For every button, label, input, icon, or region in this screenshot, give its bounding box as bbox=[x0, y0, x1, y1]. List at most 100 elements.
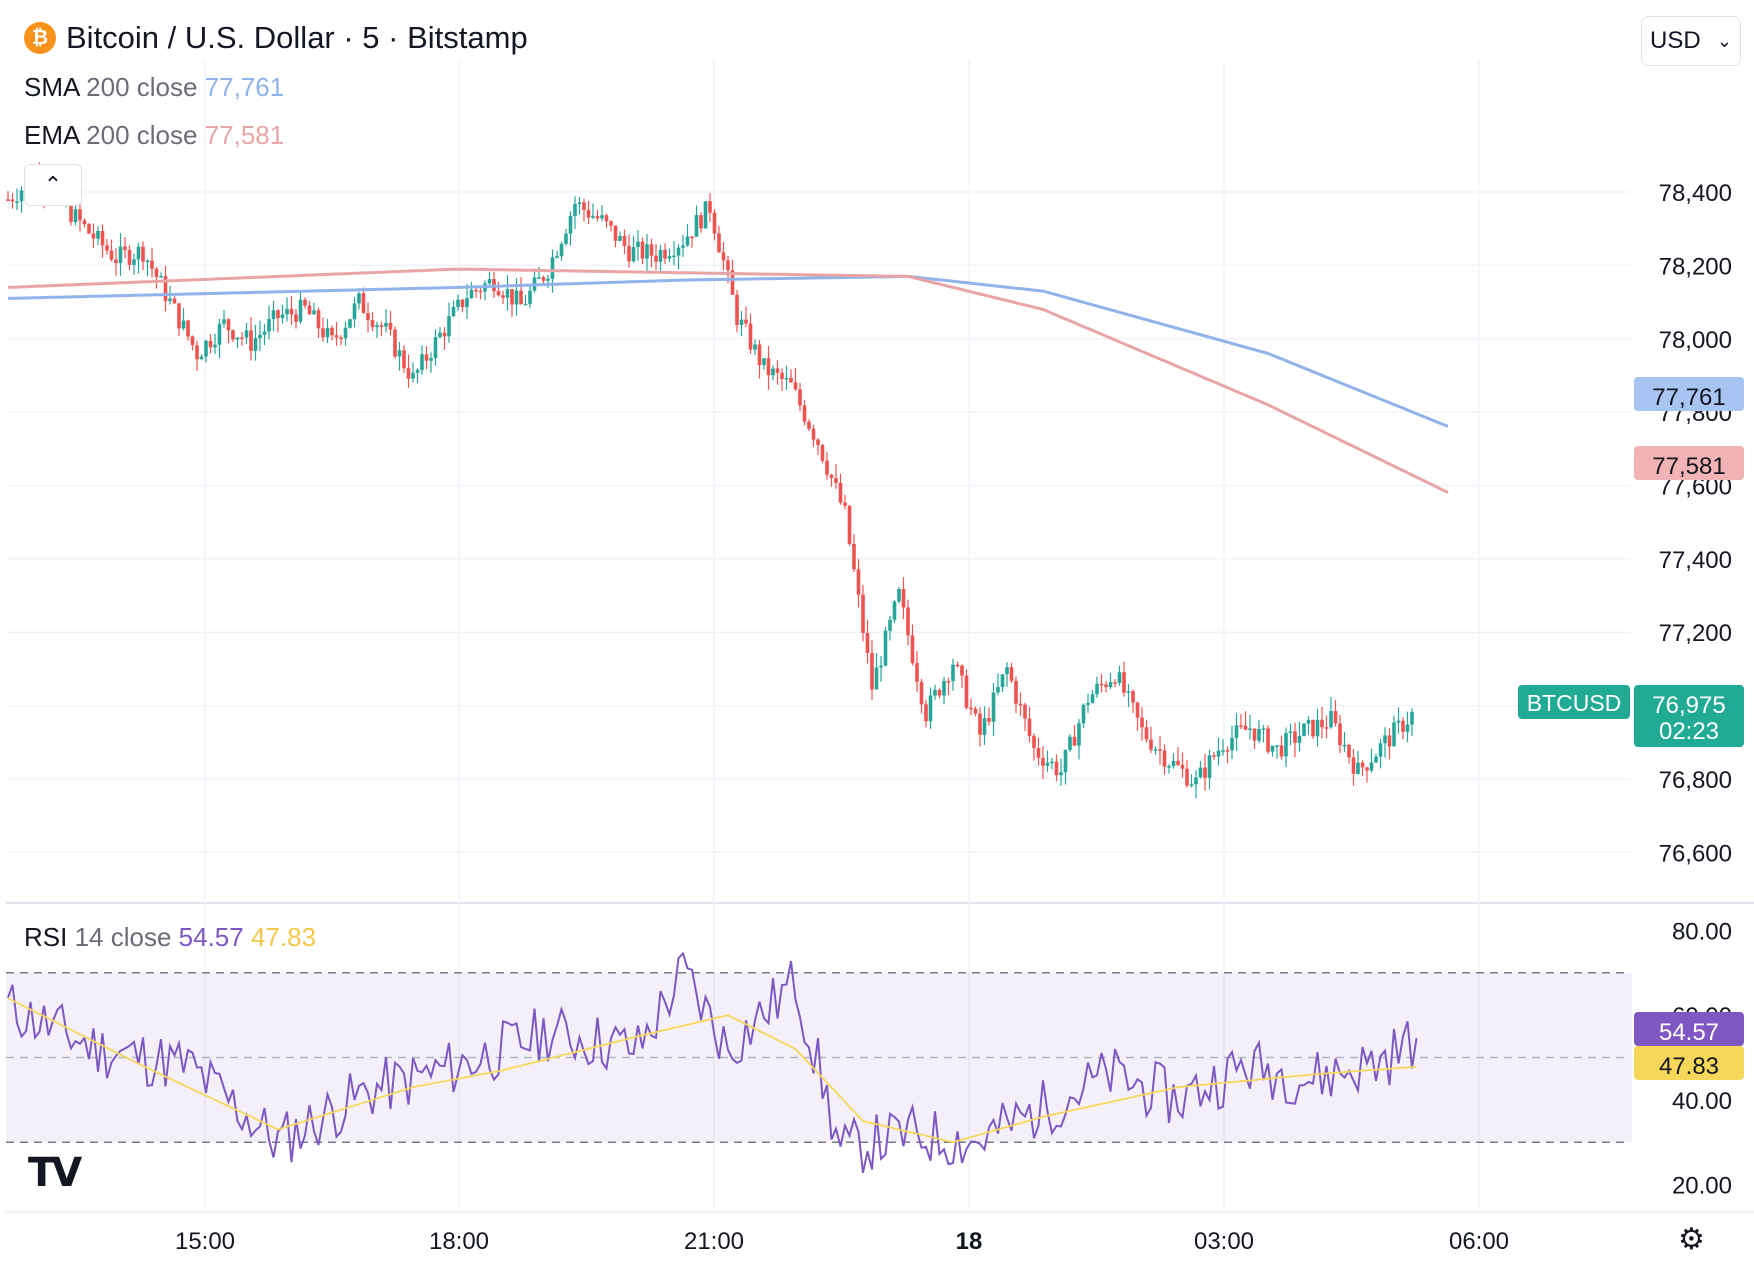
candle-body bbox=[1270, 745, 1275, 752]
ema-legend[interactable]: EMA 200 close 77,581 bbox=[24, 120, 284, 150]
candle-body bbox=[564, 233, 568, 244]
candle-body bbox=[73, 209, 78, 223]
candle-body bbox=[559, 243, 564, 257]
candle-body bbox=[91, 233, 96, 239]
candle-body bbox=[1284, 732, 1288, 757]
candle-body bbox=[123, 246, 127, 251]
sma-value: 77,761 bbox=[204, 72, 285, 102]
candle-body bbox=[730, 270, 735, 295]
candle-body bbox=[10, 199, 15, 202]
candle-body bbox=[132, 259, 136, 265]
candle-body bbox=[1365, 767, 1369, 771]
candle-body bbox=[1387, 735, 1392, 747]
tradingview-logo-icon: TV bbox=[28, 1150, 82, 1196]
candle-body bbox=[973, 708, 978, 714]
candle-body bbox=[451, 306, 456, 317]
candle-body bbox=[708, 201, 712, 213]
currency-select[interactable]: USD ⌄ bbox=[1641, 16, 1741, 66]
candle-body bbox=[1401, 720, 1405, 732]
candle-body bbox=[888, 619, 892, 631]
candle-body bbox=[901, 588, 906, 608]
candle-body bbox=[604, 215, 609, 222]
candle-body bbox=[1000, 674, 1005, 688]
candle-body bbox=[1108, 682, 1113, 687]
candle-body bbox=[1239, 725, 1243, 727]
rsi-ma-line bbox=[7, 997, 1417, 1144]
candle-body bbox=[816, 439, 820, 446]
candle-body bbox=[1234, 725, 1239, 738]
candle-body bbox=[159, 276, 163, 278]
candle-body bbox=[748, 323, 753, 350]
price-tick-label: 78,400 bbox=[1659, 180, 1732, 207]
candle-body bbox=[1257, 728, 1261, 741]
candle-body bbox=[82, 220, 87, 225]
candle-body bbox=[1225, 750, 1230, 752]
candle-body bbox=[825, 460, 829, 475]
candle-body bbox=[199, 356, 204, 360]
candle-body bbox=[487, 278, 492, 284]
candle-body bbox=[1176, 760, 1180, 765]
candle-body bbox=[1189, 784, 1194, 786]
candle-body bbox=[343, 327, 348, 339]
candle-body bbox=[933, 690, 937, 696]
candle-body bbox=[807, 421, 811, 429]
ema-params: 200 close bbox=[86, 120, 198, 150]
candle-body bbox=[1027, 718, 1032, 737]
candle-body bbox=[204, 340, 208, 357]
rsi-legend[interactable]: RSI 14 close 54.57 47.83 bbox=[24, 922, 316, 952]
candle-body bbox=[145, 260, 150, 263]
candle-body bbox=[294, 314, 298, 322]
candle-body bbox=[519, 290, 523, 305]
candle-body bbox=[262, 331, 267, 335]
candle-body bbox=[438, 332, 442, 338]
candle-body bbox=[726, 260, 730, 271]
candle-body bbox=[1144, 727, 1149, 740]
candle-body bbox=[127, 250, 132, 265]
candle-body bbox=[510, 289, 514, 305]
candle-body bbox=[757, 344, 762, 366]
candle-body bbox=[1288, 731, 1293, 733]
candle-body bbox=[118, 246, 123, 264]
candle-body bbox=[555, 256, 559, 258]
candle-body bbox=[411, 372, 415, 379]
candle-body bbox=[924, 704, 928, 722]
candle-body bbox=[6, 199, 10, 201]
candle-body bbox=[321, 328, 325, 338]
candle-body bbox=[699, 215, 703, 229]
symbol-title[interactable]: Bitcoin / U.S. Dollar · 5 · Bitstamp bbox=[66, 20, 528, 55]
candle-body bbox=[78, 209, 82, 221]
candle-body bbox=[235, 337, 240, 340]
candle-body bbox=[141, 246, 145, 262]
candle-body bbox=[1077, 723, 1081, 746]
candle-body bbox=[1194, 777, 1198, 785]
ema-200-line bbox=[7, 267, 1449, 494]
ema-name: EMA bbox=[24, 120, 79, 150]
candle-body bbox=[1059, 772, 1063, 776]
candle-body bbox=[1068, 736, 1072, 750]
sma-legend[interactable]: SMA 200 close 77,761 bbox=[24, 72, 284, 102]
candle-body bbox=[802, 405, 807, 422]
candle-body bbox=[672, 255, 676, 258]
candle-body bbox=[1252, 728, 1257, 741]
candle-body bbox=[1347, 744, 1351, 758]
candle-body bbox=[501, 295, 505, 298]
collapse-legend-button[interactable]: ⌃ bbox=[24, 164, 82, 206]
candle-body bbox=[1153, 749, 1158, 751]
candle-body bbox=[546, 278, 550, 281]
candle-body bbox=[852, 543, 856, 570]
candle-body bbox=[244, 330, 249, 338]
candle-body bbox=[937, 690, 942, 696]
candle-body bbox=[1104, 684, 1108, 687]
rsi-value-badge-bg bbox=[1634, 1012, 1744, 1046]
candle-body bbox=[856, 569, 861, 595]
gear-icon[interactable]: ⚙ bbox=[1678, 1223, 1705, 1256]
candle-body bbox=[339, 337, 343, 340]
candle-body bbox=[226, 319, 231, 331]
candle-body bbox=[681, 245, 685, 248]
sma-price-badge-text: 77,761 bbox=[1652, 384, 1725, 411]
candle-body bbox=[874, 667, 879, 690]
candle-body bbox=[271, 310, 276, 320]
rsi-name: RSI bbox=[24, 922, 68, 952]
